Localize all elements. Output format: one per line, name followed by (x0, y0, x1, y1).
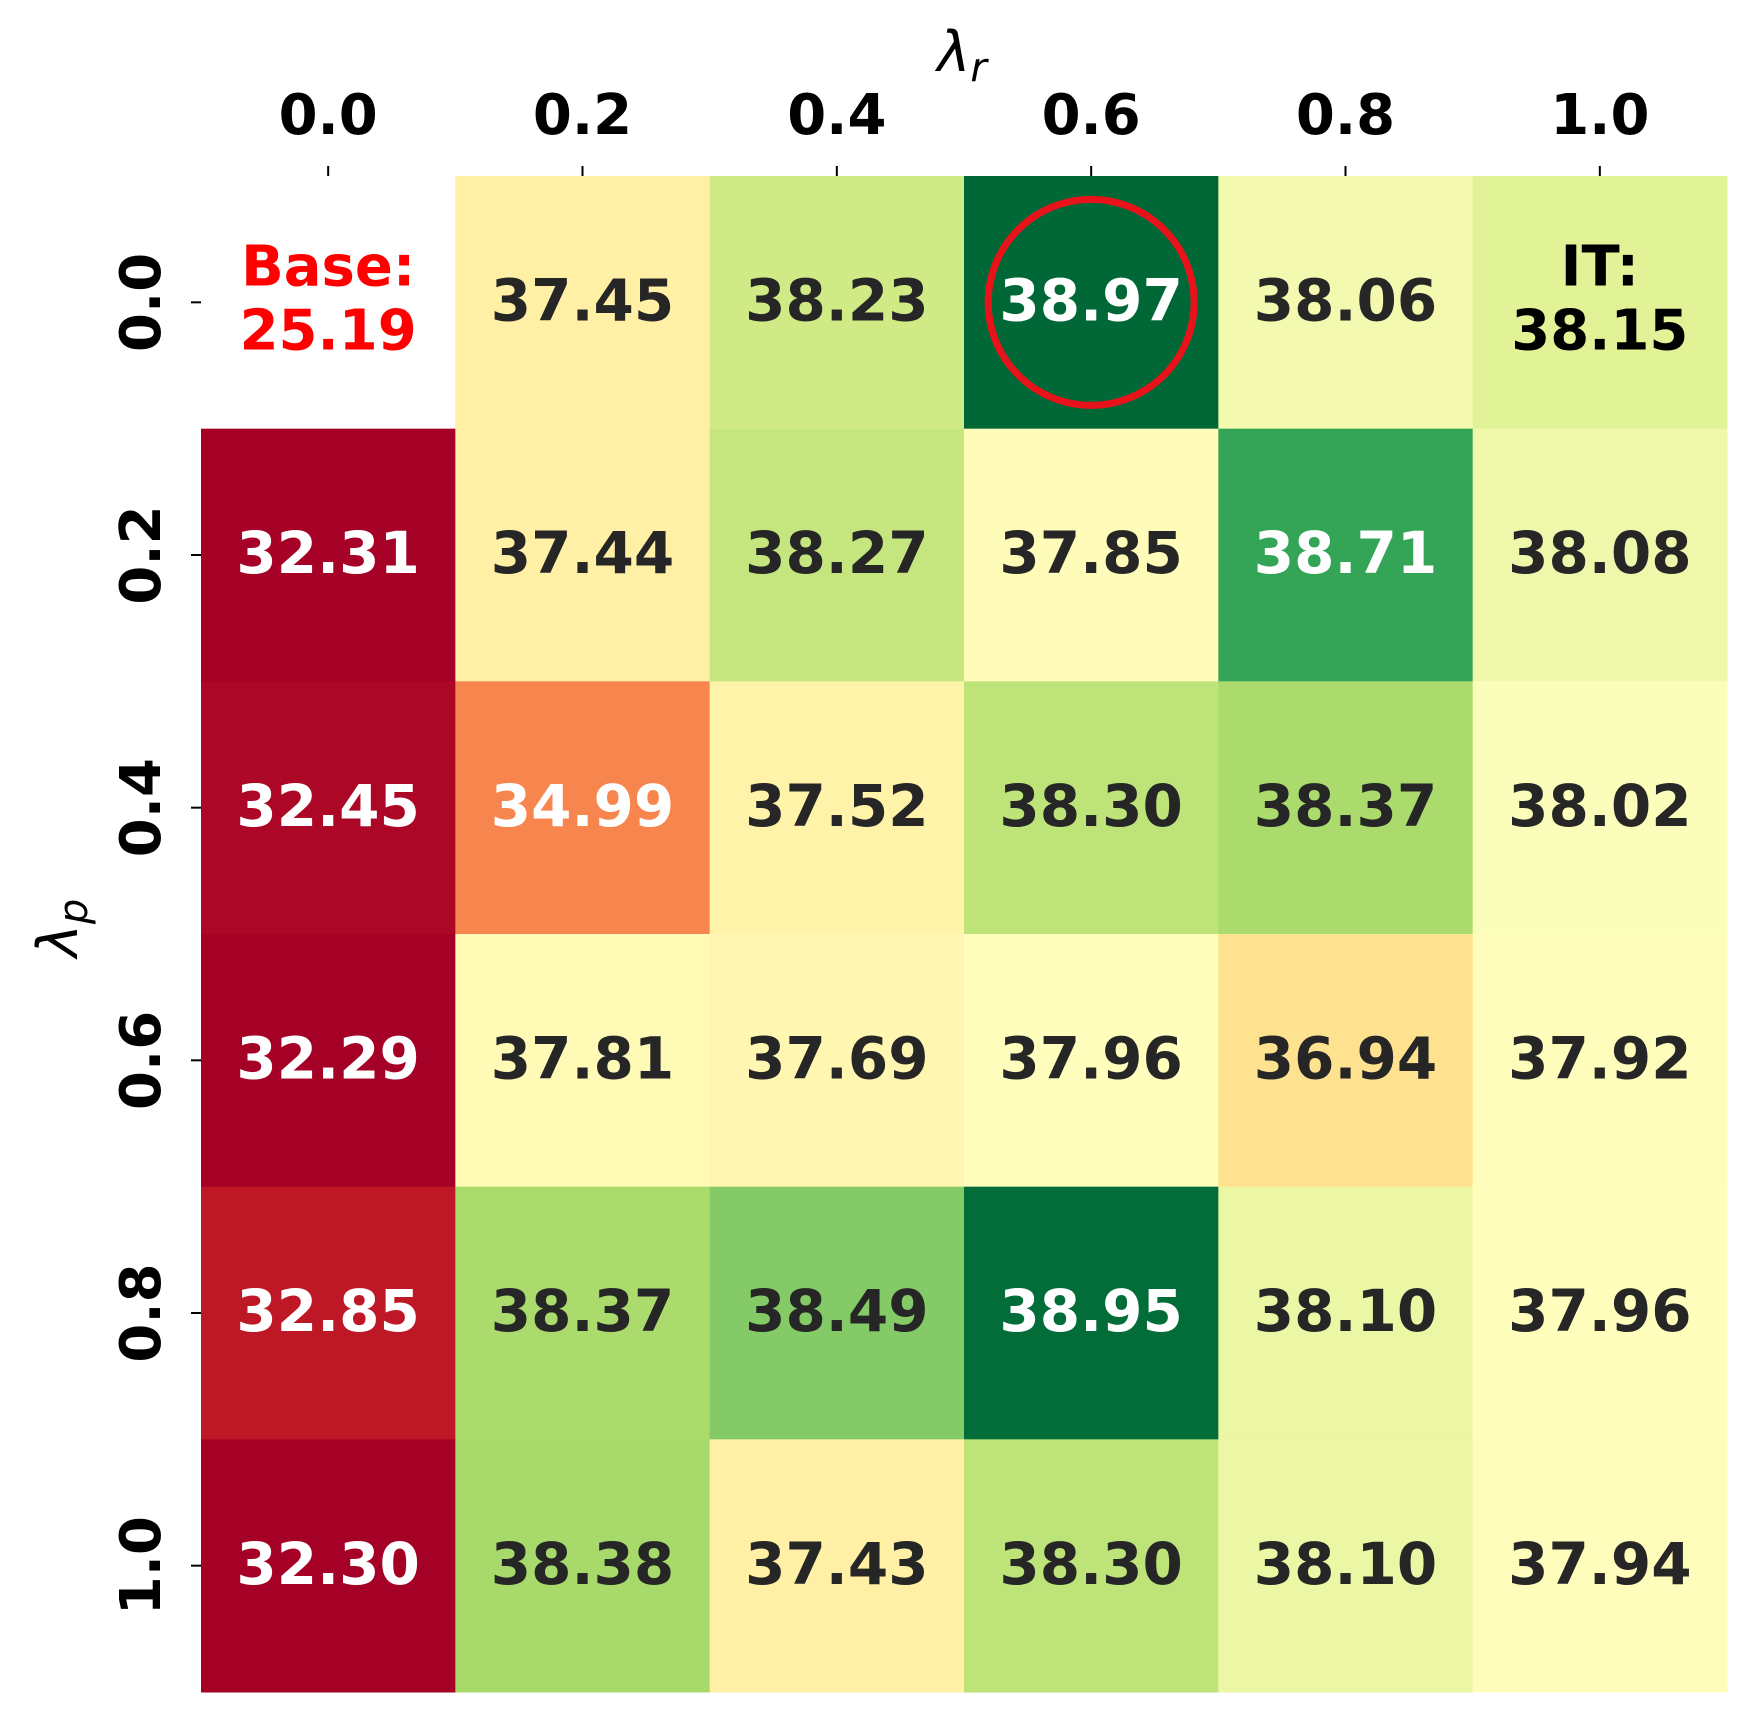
axis-label-subscript: r (970, 45, 989, 91)
value-label: 38.23 (745, 266, 928, 334)
value-label: 38.97 (999, 266, 1182, 334)
heatmap-cell (964, 934, 1219, 1188)
heatmap-cell (201, 1186, 456, 1440)
heatmap-cell (1218, 681, 1474, 935)
value-label: 37.43 (745, 1530, 928, 1598)
value-label: 38.15 (1511, 298, 1688, 363)
heatmap-cell (709, 176, 965, 430)
heatmap-cell (964, 1439, 1219, 1693)
heatmap-cell (709, 1439, 965, 1693)
value-label: 37.81 (491, 1024, 674, 1092)
heatmap-cell (1218, 1186, 1474, 1440)
heatmap-cell (455, 681, 711, 935)
highlight-circle (984, 195, 1198, 409)
value-label: 37.96 (999, 1024, 1182, 1092)
heatmap-cell (709, 1186, 965, 1440)
heatmap-cell (1218, 1439, 1474, 1693)
value-label: 38.95 (999, 1277, 1182, 1345)
value-label: 34.99 (491, 772, 674, 840)
heatmap-cell (455, 176, 711, 430)
value-label: 32.31 (236, 519, 419, 587)
heatmap-cell (455, 1186, 711, 1440)
heatmap-cell (964, 428, 1219, 682)
value-label: 37.92 (1508, 1024, 1691, 1092)
heatmap-cell (1472, 428, 1728, 682)
value-label: 38.71 (1254, 519, 1437, 587)
y-tick-label: 0.8 (109, 1263, 174, 1362)
value-label: 37.45 (491, 266, 674, 334)
value-label: 36.94 (1254, 1024, 1437, 1092)
x-tick-label: 1.0 (1550, 83, 1649, 148)
y-tick-label: 1.0 (109, 1516, 174, 1615)
heatmap-cell (1472, 934, 1728, 1188)
axis-label-symbol: λ (26, 924, 91, 960)
axis-label-symbol: λ (934, 20, 970, 85)
heatmap-cell (709, 934, 965, 1188)
value-label: 32.45 (236, 772, 419, 840)
value-label: 38.10 (1254, 1277, 1437, 1345)
value-label: 38.02 (1508, 772, 1691, 840)
heatmap-cell (201, 1439, 456, 1693)
x-tick-label: 0.4 (787, 83, 886, 148)
y-tick-label: 0.4 (109, 758, 174, 857)
value-label: 38.08 (1508, 519, 1691, 587)
x-tick-label: 0.8 (1296, 83, 1395, 148)
value-label: 38.06 (1254, 266, 1437, 334)
value-label: 37.85 (999, 519, 1182, 587)
value-label: 38.10 (1254, 1530, 1437, 1598)
axis-label-subscript: p (51, 899, 97, 925)
value-label: 38.49 (745, 1277, 928, 1345)
value-label: 38.30 (999, 772, 1182, 840)
heatmap-cell (455, 428, 711, 682)
heatmap-cell (1218, 934, 1474, 1188)
axis-label: λr (934, 20, 989, 91)
heatmap-cell (964, 681, 1219, 935)
axis-label: λp (26, 899, 97, 961)
y-tick-label: 0.2 (109, 505, 174, 604)
value-label: 32.30 (236, 1530, 419, 1598)
value-label: 37.94 (1508, 1530, 1691, 1598)
heatmap-cell (964, 1186, 1219, 1440)
heatmap-cell (709, 681, 965, 935)
annotation-text: Base: (241, 234, 415, 299)
value-label: 37.96 (1508, 1277, 1691, 1345)
annotation-text: IT: (1561, 234, 1639, 299)
heatmap-cell (1218, 428, 1474, 682)
heatmap-cell (201, 681, 456, 935)
heatmap-cell (1472, 1439, 1728, 1693)
heatmap-cell (709, 428, 965, 682)
heatmap-cell (964, 176, 1219, 430)
y-tick-label: 0.0 (109, 253, 174, 352)
x-tick-label: 0.6 (1042, 83, 1141, 148)
value-label: 38.27 (745, 519, 928, 587)
heatmap-cell (201, 934, 456, 1188)
heatmap-cell (1472, 1186, 1728, 1440)
heatmap-cell (1472, 681, 1728, 935)
value-label: 38.37 (1254, 772, 1437, 840)
value-label: 38.38 (491, 1530, 674, 1598)
value-label: 37.52 (745, 772, 928, 840)
heatmap-cell (455, 1439, 711, 1693)
value-label: 38.37 (491, 1277, 674, 1345)
y-tick-label: 0.6 (109, 1011, 174, 1110)
value-label: 37.44 (491, 519, 674, 587)
annotation-value: 25.19 (240, 298, 417, 363)
x-tick-label: 0.2 (533, 83, 632, 148)
x-tick-label: 0.0 (279, 83, 378, 148)
heatmap-cell (1472, 176, 1728, 430)
value-label: 38.30 (999, 1530, 1182, 1598)
heatmap-cell (1218, 176, 1474, 430)
heatmap-cell (455, 934, 711, 1188)
value-label: 32.85 (236, 1277, 419, 1345)
heatmap-cell (201, 428, 456, 682)
value-label: 32.29 (236, 1024, 419, 1092)
value-label: 37.69 (745, 1024, 928, 1092)
